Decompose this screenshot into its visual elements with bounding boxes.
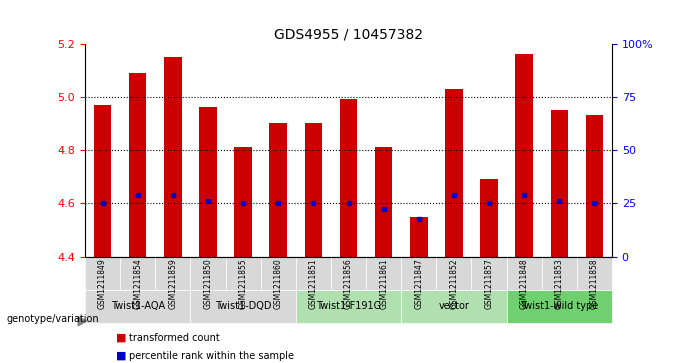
Bar (551, 110, 568, 257)
Text: Twist1-DQD: Twist1-DQD (215, 301, 271, 311)
Text: transformed count: transformed count (129, 333, 220, 343)
Bar (199, 107, 217, 257)
FancyBboxPatch shape (296, 257, 331, 290)
Text: percentile rank within the sample: percentile rank within the sample (129, 351, 294, 361)
Text: GSM1211854: GSM1211854 (133, 258, 142, 309)
Text: GSM1211860: GSM1211860 (274, 258, 283, 309)
FancyBboxPatch shape (190, 257, 226, 290)
FancyBboxPatch shape (296, 290, 401, 323)
Text: vector: vector (439, 301, 469, 311)
FancyBboxPatch shape (542, 257, 577, 290)
Bar (164, 57, 182, 257)
Bar (410, 217, 428, 257)
FancyBboxPatch shape (401, 257, 437, 290)
FancyBboxPatch shape (507, 257, 542, 290)
FancyBboxPatch shape (226, 257, 260, 290)
Text: GSM1211852: GSM1211852 (449, 258, 458, 309)
FancyBboxPatch shape (577, 257, 612, 290)
Text: Twist1-AQA: Twist1-AQA (111, 301, 165, 311)
Text: GSM1211850: GSM1211850 (203, 258, 212, 309)
Text: GSM1211848: GSM1211848 (520, 258, 528, 309)
Bar (94, 105, 112, 257)
FancyBboxPatch shape (120, 257, 155, 290)
Text: Twist1-F191G: Twist1-F191G (316, 301, 381, 311)
Text: GSM1211859: GSM1211859 (169, 258, 177, 309)
Text: genotype/variation: genotype/variation (7, 314, 99, 325)
FancyBboxPatch shape (437, 257, 471, 290)
Text: GSM1211856: GSM1211856 (344, 258, 353, 309)
FancyBboxPatch shape (85, 257, 120, 290)
Text: GSM1211858: GSM1211858 (590, 258, 599, 309)
Text: GSM1211849: GSM1211849 (98, 258, 107, 309)
FancyBboxPatch shape (507, 290, 612, 323)
Bar (445, 89, 462, 257)
Bar (235, 147, 252, 257)
FancyBboxPatch shape (85, 290, 190, 323)
Bar (515, 54, 533, 257)
Text: GSM1211847: GSM1211847 (414, 258, 423, 309)
Bar (305, 123, 322, 257)
Text: GSM1211857: GSM1211857 (485, 258, 494, 309)
Title: GDS4955 / 10457382: GDS4955 / 10457382 (274, 27, 423, 41)
FancyBboxPatch shape (331, 257, 366, 290)
Bar (129, 73, 146, 257)
Text: ■: ■ (116, 351, 126, 361)
Bar (480, 179, 498, 257)
FancyBboxPatch shape (401, 290, 507, 323)
Text: GSM1211855: GSM1211855 (239, 258, 248, 309)
Bar (585, 115, 603, 257)
FancyBboxPatch shape (260, 257, 296, 290)
Text: GSM1211861: GSM1211861 (379, 258, 388, 309)
FancyBboxPatch shape (366, 257, 401, 290)
FancyBboxPatch shape (471, 257, 507, 290)
Text: GSM1211853: GSM1211853 (555, 258, 564, 309)
Bar (375, 147, 392, 257)
Text: Twist1-wild type: Twist1-wild type (520, 301, 598, 311)
Bar (340, 99, 357, 257)
Bar (269, 123, 287, 257)
Text: GSM1211851: GSM1211851 (309, 258, 318, 309)
FancyBboxPatch shape (190, 290, 296, 323)
Text: ■: ■ (116, 333, 126, 343)
FancyBboxPatch shape (155, 257, 190, 290)
